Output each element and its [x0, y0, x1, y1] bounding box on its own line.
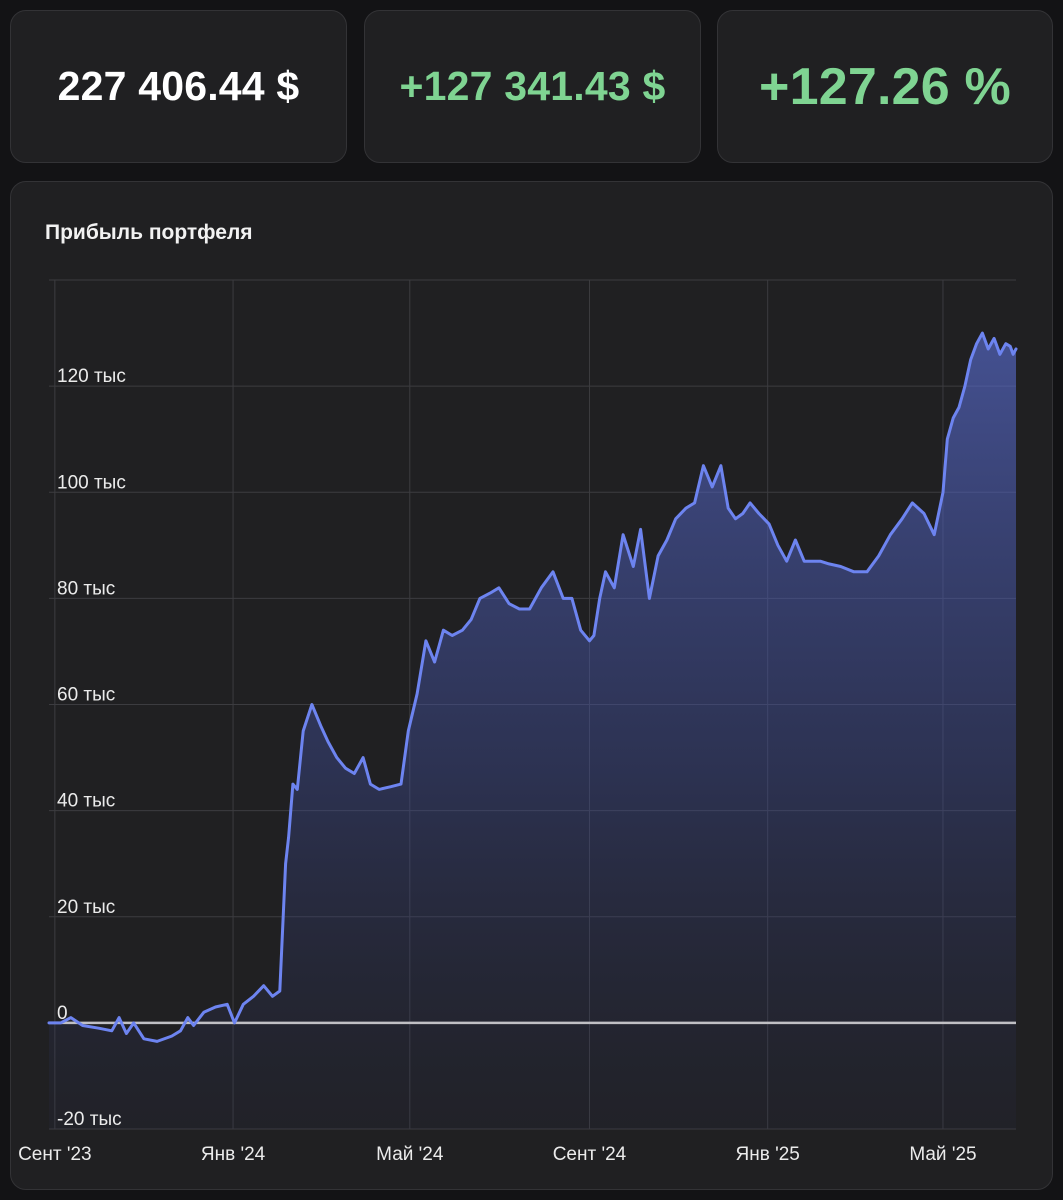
profit-amount: +127 341.43 $ — [399, 63, 666, 109]
profit-percent: +127.26 % — [759, 57, 1011, 116]
profit-percent-card: +127.26 % — [717, 10, 1053, 163]
profit-chart[interactable]: -20 тыс 0 20 тыс 40 тыс 60 тыс 80 тыс 100 тыс 1… — [11, 182, 1052, 1189]
y-tick-label: 100 тыс — [57, 472, 126, 493]
y-tick-label: 20 тыс — [57, 897, 115, 918]
total-value: 227 406.44 $ — [57, 63, 300, 109]
x-tick-label: Май '25 — [909, 1144, 976, 1165]
x-tick-label: Сент '24 — [553, 1144, 627, 1165]
x-tick-label: Май '24 — [376, 1144, 444, 1165]
line-layer — [47, 331, 1018, 1043]
portfolio-profit-chart-card: Прибыль портфеля -20 тыс 0 20 тыс 40 тыс 60 … — [10, 181, 1053, 1190]
y-tick-label: -20 тыс — [57, 1109, 122, 1130]
axis-labels: -20 тыс 0 20 тыс 40 тыс 60 тыс 80 тыс 100 тыс 1… — [18, 366, 977, 1165]
y-tick-label: 0 — [57, 1003, 68, 1024]
x-tick-label: Янв '25 — [735, 1144, 799, 1165]
chart-title: Прибыль портфеля — [45, 221, 253, 244]
series-line — [47, 331, 1018, 1043]
x-tick-label: Янв '24 — [201, 1144, 266, 1165]
profit-amount-card: +127 341.43 $ — [364, 10, 701, 163]
y-tick-label: 120 тыс — [57, 366, 126, 387]
y-tick-label: 80 тыс — [57, 578, 115, 599]
area-layer — [49, 333, 1016, 1130]
y-tick-label: 60 тыс — [57, 685, 115, 706]
y-tick-label: 40 тыс — [57, 791, 115, 812]
x-tick-label: Сент '23 — [18, 1144, 92, 1165]
series-area — [49, 333, 1016, 1130]
total-value-card: 227 406.44 $ — [10, 10, 347, 163]
